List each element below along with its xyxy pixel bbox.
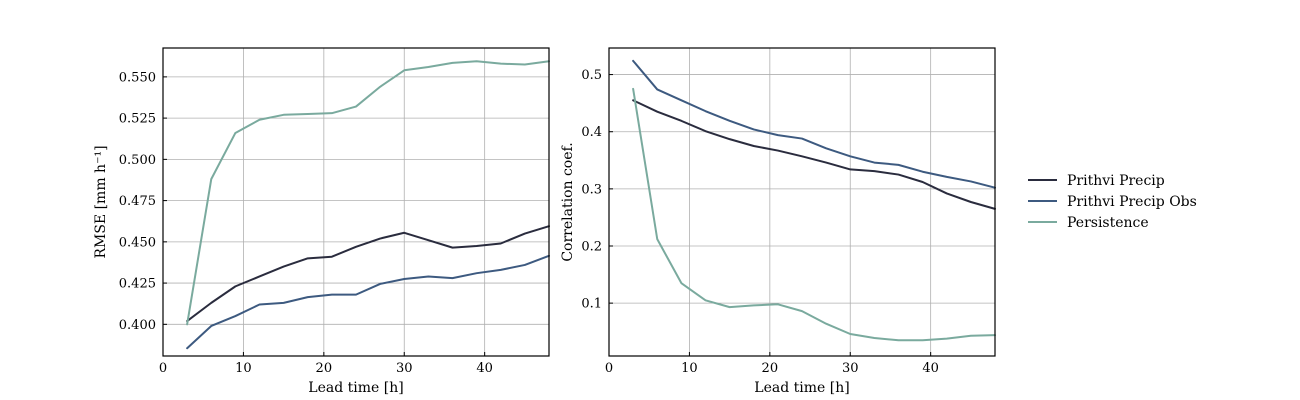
x-tick-label: 30	[396, 361, 413, 376]
series-line-prithvi-precip	[186, 225, 550, 323]
y-tick-label: 0.2	[581, 240, 602, 255]
y-tick-label: 0.450	[119, 235, 156, 250]
series-line-prithvi-precip-obs	[632, 59, 996, 189]
y-tick-label: 0.500	[119, 153, 156, 168]
x-tick-label: 30	[842, 361, 859, 376]
legend-entry: Prithvi Precip	[1067, 173, 1165, 189]
y-tick-label: 0.525	[119, 112, 156, 127]
plot-frame	[608, 47, 996, 357]
y-tick-label: 0.4	[581, 125, 602, 140]
x-tick-label: 10	[681, 361, 698, 376]
x-tick-label: 40	[922, 361, 939, 376]
series-line-prithvi-precip	[632, 99, 996, 210]
x-axis-label: Lead time [h]	[754, 380, 849, 396]
x-axis-label: Lead time [h]	[308, 380, 403, 396]
y-tick-label: 0.425	[119, 277, 156, 292]
grid	[608, 48, 995, 356]
x-tick-label: 20	[762, 361, 779, 376]
y-tick-label: 0.5	[581, 68, 602, 83]
series-line-prithvi-precip-obs	[186, 254, 550, 350]
legend-entry: Persistence	[1067, 215, 1149, 231]
x-tick-label: 0	[159, 361, 167, 376]
y-axis-label: Correlation coef.	[560, 142, 576, 261]
x-tick-label: 40	[476, 361, 493, 376]
y-axis-label: RMSE [mm h⁻¹]	[93, 145, 109, 258]
y-tick-label: 0.550	[119, 70, 156, 85]
chart-panel-2: 0 10 20 30 40 0.1 0.2 0.3 0.4 0.5 Lead time [h] Cor…	[560, 47, 996, 396]
y-tick-label: 0.1	[581, 297, 602, 312]
series-line-persistence	[632, 87, 996, 342]
x-tick-label: 20	[316, 361, 333, 376]
y-tick-label: 0.3	[581, 182, 602, 197]
grid	[162, 48, 549, 356]
x-tick-label: 10	[235, 361, 252, 376]
y-tick-label: 0.400	[119, 318, 156, 333]
legend: Prithvi Precip Prithvi Precip Obs Persiste…	[1028, 173, 1197, 231]
y-tick-label: 0.475	[119, 194, 156, 209]
series-line-persistence	[186, 60, 550, 326]
plot-frame	[162, 47, 550, 357]
chart-panel-1: 0 10 20 30 40 0.400 0.425 0.450 0.475 0.500 0.525 0…	[93, 47, 550, 396]
legend-entry: Prithvi Precip Obs	[1067, 194, 1197, 210]
x-tick-label: 0	[605, 361, 613, 376]
